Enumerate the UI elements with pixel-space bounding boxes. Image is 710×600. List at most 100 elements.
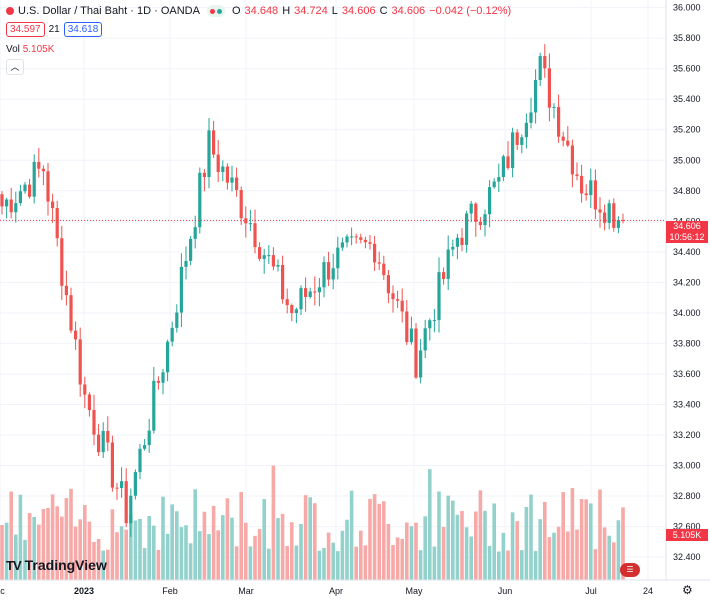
last-price-tag: 34.606 10:56:12 [666,221,708,243]
symbol-status-dot [6,7,14,15]
volume-bar [257,529,262,580]
volume-bar [211,505,216,580]
flag-icon[interactable]: ☰ [620,563,640,577]
price-tick-label: 33.200 [673,430,701,440]
candle-body [621,219,625,221]
candle-body [497,177,501,182]
volume-bar [497,551,501,580]
volume-bar [142,548,147,580]
volume-bar [579,499,584,580]
volume-value: 5.105K [22,44,55,55]
candle-body [428,320,432,329]
candle-body [175,312,179,328]
time-tick-label: May [405,586,423,596]
candle-body [501,156,505,178]
symbol-title[interactable]: U.S. Dollar / Thai Baht · 1D · OANDA [18,5,200,17]
volume-bar [382,501,386,580]
volume-bar [4,522,9,580]
volume-bar [69,488,73,580]
time-axis[interactable]: ec 2023 Feb Mar Apr May Jun Jul 24 [0,586,653,596]
volume-bar [345,519,349,580]
candle-body [276,264,280,267]
volume-bar [230,517,234,580]
candle-body [409,328,413,343]
price-axis[interactable]: 36.000 35.800 35.600 35.400 35.200 35.000 34.8… [673,3,701,562]
volume-bar [285,545,289,580]
open-value: 34.648 [244,5,279,17]
candle-body [557,107,561,137]
gear-icon[interactable]: ⚙ [682,583,693,597]
candle-body [18,191,22,204]
tradingview-logo[interactable]: TV TradingView [6,557,107,573]
candle-body [538,56,542,80]
volume-bar [428,469,432,580]
candle-body [106,430,110,443]
candle-body [474,203,478,222]
volume-bar [244,522,248,580]
price-tick-label: 35.800 [673,33,701,43]
volume-bars [0,465,625,580]
volume-bar [27,512,32,580]
candle-body [51,201,55,209]
volume-bar [556,526,561,580]
volume-bar [602,527,607,580]
sell-button[interactable]: 34.597 [6,22,45,37]
candle-body [469,203,473,214]
candle-body [285,299,289,306]
candle-body [593,180,597,210]
candle-body [304,288,308,297]
candle-body [23,184,27,192]
volume-bar [207,534,211,580]
market-status-pill[interactable] [206,5,225,17]
candle-body [327,262,331,280]
buy-button[interactable]: 34.618 [63,22,103,37]
volume-bar [589,503,593,580]
candle-body [262,255,266,259]
price-tick-label: 35.200 [673,125,701,135]
volume-bar [73,526,78,580]
candle-body [405,311,409,343]
candle-body [616,219,620,228]
price-tick-label: 33.000 [673,461,701,471]
candle-body [566,140,570,146]
volume-bar [313,503,317,580]
volume-bar [363,545,368,580]
candle-body [340,242,344,248]
candle-body [465,213,469,245]
volume-bar [303,495,308,580]
candle-body [170,327,174,342]
collapse-legend-button[interactable]: ︿ [6,59,24,75]
candle-body [414,328,418,378]
candle-body [115,487,119,489]
candle-body [543,56,547,69]
legend-header: U.S. Dollar / Thai Baht · 1D · OANDA O 34… [6,5,511,17]
volume-bar [83,505,87,580]
candle-body [354,236,358,238]
candle-body [359,237,363,240]
volume-bar [570,488,575,580]
volume-bar [437,491,441,580]
volume-label[interactable]: Vol [6,44,20,55]
trade-buttons: 34.597 21 34.618 [6,22,103,37]
candle-body [212,130,216,155]
volume-bar [216,530,220,580]
volume-bar [253,535,257,580]
volume-bar [478,490,483,580]
candle-body [299,288,303,310]
close-value: 34.606 [391,5,426,17]
volume-bar [234,546,239,580]
tradingview-logo-mark: TV [6,557,22,573]
candle-body [193,227,197,239]
volume-bar [317,550,322,580]
candle-body [267,255,271,257]
volume-bar [598,489,602,580]
volume-bar [239,492,243,580]
time-tick-label: Jun [498,586,513,596]
candle-body [386,275,390,294]
candle-body [156,380,160,383]
volume-bar [41,508,46,580]
open-label: O [231,5,241,17]
candle-body [561,136,565,141]
low-value: 34.606 [341,5,376,17]
